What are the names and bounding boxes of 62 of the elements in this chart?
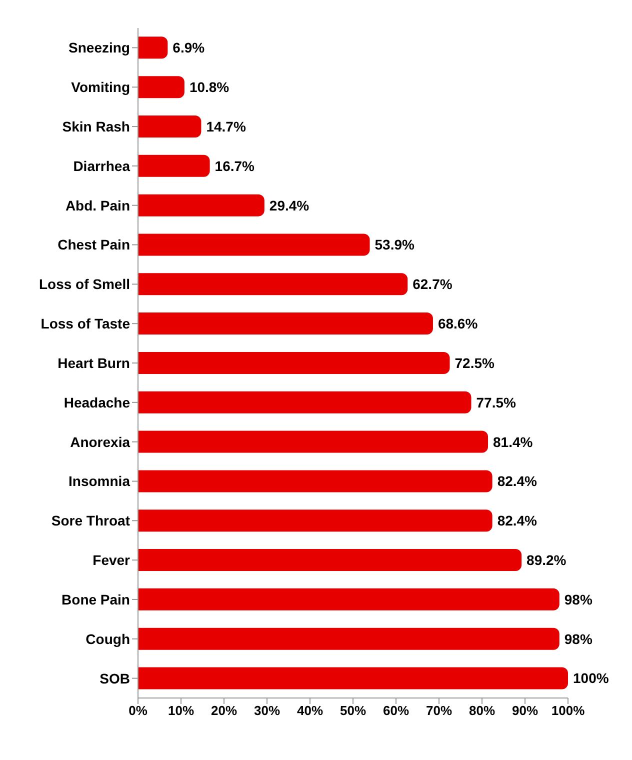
y-tick-label: Abd. Pain xyxy=(65,197,130,214)
data-label: 6.9% xyxy=(172,40,206,56)
data-label: 98% xyxy=(564,630,593,647)
x-tick-label: 60% xyxy=(382,703,410,718)
y-tick-label: SOB xyxy=(100,670,130,686)
data-label: 72.5% xyxy=(454,354,495,371)
bar xyxy=(138,194,264,216)
x-tick-label: 0% xyxy=(128,703,148,718)
data-label: 62.7% xyxy=(412,276,453,292)
y-tick-label: Vomiting xyxy=(71,79,130,96)
data-label: 100% xyxy=(573,670,610,686)
bar xyxy=(138,36,168,59)
data-label: 10.8% xyxy=(189,79,230,96)
data-label: 82.4% xyxy=(497,512,538,529)
y-tick-label: Heart Burn xyxy=(58,354,130,371)
bar xyxy=(138,430,488,453)
x-tick-label: 20% xyxy=(210,703,238,718)
y-tick-label: Loss of Smell xyxy=(38,276,130,292)
x-tick-label: 70% xyxy=(426,703,452,718)
bar xyxy=(138,273,408,296)
y-tick-label: Sneezing xyxy=(68,40,130,56)
y-tick-label: Cough xyxy=(86,630,130,647)
y-tick-label: Fever xyxy=(92,552,131,568)
bar xyxy=(138,510,492,532)
data-label: 16.7% xyxy=(214,158,256,174)
y-tick-label: Chest Pain xyxy=(58,236,130,253)
x-tick-label: 40% xyxy=(296,703,324,718)
y-tick-label: Skin Rash xyxy=(62,118,130,134)
data-label: 14.7% xyxy=(206,118,246,134)
bar xyxy=(138,667,568,690)
x-tick-label: 30% xyxy=(254,703,280,718)
data-label: 81.4% xyxy=(493,434,534,450)
y-tick-label: Bone Pain xyxy=(62,591,130,608)
bar xyxy=(138,76,184,98)
x-tick-label: 80% xyxy=(468,703,496,718)
y-tick-label: Sore Throat xyxy=(51,512,130,529)
bar xyxy=(138,352,450,374)
bar xyxy=(138,312,433,335)
bar xyxy=(138,391,472,414)
x-tick-label: 90% xyxy=(512,703,538,718)
x-tick-label: 10% xyxy=(168,703,194,718)
data-label: 98% xyxy=(564,591,593,608)
y-tick-label: Headache xyxy=(64,394,130,410)
y-tick-label: Loss of Taste xyxy=(40,316,130,332)
data-label: 89.2% xyxy=(526,552,567,568)
bar xyxy=(138,115,202,138)
data-label: 29.4% xyxy=(269,197,310,214)
data-label: 77.5% xyxy=(476,394,516,410)
data-label: 82.4% xyxy=(497,473,538,490)
x-tick-label: 100% xyxy=(551,703,586,718)
y-tick-label: Diarrhea xyxy=(73,158,130,174)
bar xyxy=(138,628,560,650)
x-tick-label: 50% xyxy=(340,703,366,718)
bar xyxy=(138,234,370,256)
y-tick-label: Insomnia xyxy=(68,473,130,490)
bar xyxy=(138,154,210,177)
bar xyxy=(138,588,560,610)
y-tick-label: Anorexia xyxy=(70,434,130,450)
data-label: 68.6% xyxy=(438,316,478,332)
bar xyxy=(138,549,522,572)
data-label: 53.9% xyxy=(374,236,416,253)
bar xyxy=(138,470,492,492)
